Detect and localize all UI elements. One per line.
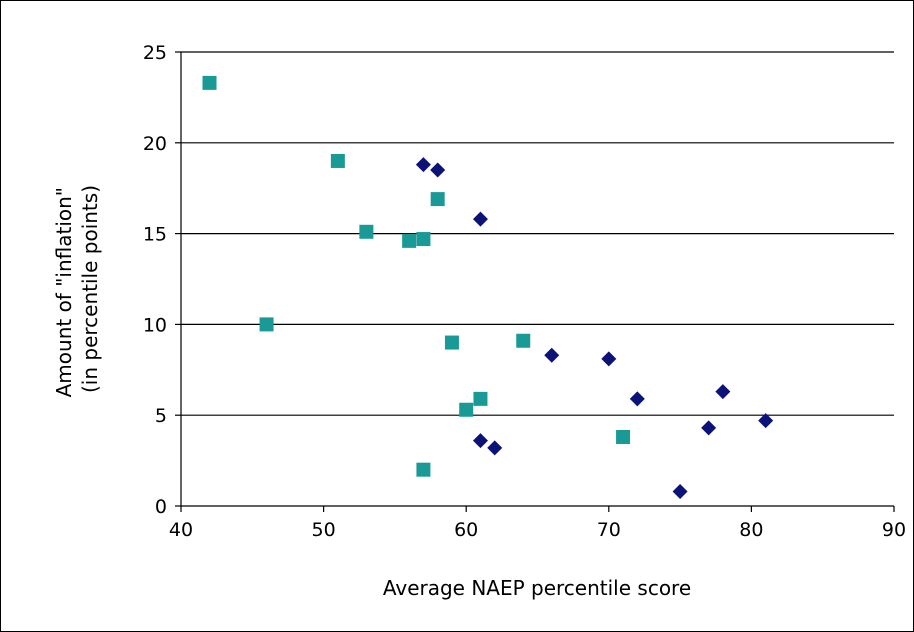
y-tick-label: 25 [143, 42, 167, 64]
data-point-square [516, 333, 531, 348]
data-point-diamond [601, 351, 617, 367]
data-point-diamond [715, 384, 731, 400]
data-point-square [359, 224, 374, 239]
y-axis-title: Amount of "inflation" (in percentile poi… [52, 181, 102, 398]
x-tick-label: 70 [597, 519, 621, 541]
y-tick-label: 20 [143, 133, 167, 155]
x-axis-title: Average NAEP percentile score [383, 576, 691, 600]
data-point-square [444, 335, 459, 350]
data-point-square [330, 153, 345, 168]
data-point-diamond [701, 420, 717, 436]
x-tick-label: 60 [454, 519, 478, 541]
data-point-square [459, 402, 474, 417]
data-point-diamond [472, 211, 488, 227]
data-point-square [416, 232, 431, 247]
y-tick-label: 15 [143, 224, 167, 246]
y-tick-label: 5 [155, 405, 167, 427]
x-tick-label: 50 [312, 519, 336, 541]
data-point-square [259, 317, 274, 332]
y-axis-title-line-2: (in percentile points) [78, 185, 102, 393]
data-point-diamond [758, 413, 774, 429]
data-point-diamond [430, 162, 446, 178]
data-point-diamond [629, 391, 645, 407]
data-point-square [402, 233, 417, 248]
data-point-diamond [472, 433, 488, 449]
x-tick-label: 90 [882, 519, 906, 541]
tick-labels: 0 5 10 15 20 25 40 50 60 70 80 90 [143, 42, 906, 541]
x-tick-label: 80 [739, 519, 763, 541]
data-point-square [202, 75, 217, 90]
data-point-square [616, 429, 631, 444]
data-point-square [430, 192, 445, 207]
data-points [202, 75, 774, 499]
axes [175, 51, 895, 512]
y-tick-label: 0 [155, 496, 167, 518]
data-point-diamond [415, 157, 431, 173]
data-point-square [473, 391, 488, 406]
data-point-diamond [544, 347, 560, 363]
y-axis-title-line-1: Amount of "inflation" [52, 187, 76, 397]
data-point-diamond [487, 440, 503, 456]
x-tick-label: 40 [169, 519, 193, 541]
data-point-square [416, 462, 431, 477]
data-point-diamond [672, 483, 688, 499]
gridlines [181, 51, 894, 416]
y-tick-label: 10 [143, 314, 167, 336]
